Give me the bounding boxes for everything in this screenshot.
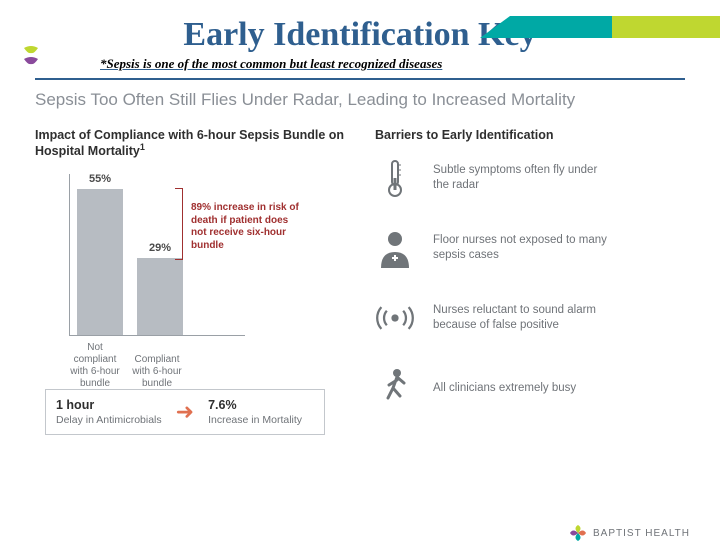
right-heading: Barriers to Early Identification xyxy=(375,128,685,142)
delay-left-value: 1 hour xyxy=(56,398,162,412)
section-title: Sepsis Too Often Still Flies Under Radar… xyxy=(35,90,685,110)
left-column: Impact of Compliance with 6-hour Sepsis … xyxy=(35,128,345,438)
page-subtitle: *Sepsis is one of the most common but le… xyxy=(100,56,442,74)
barrier-text-3: All clinicians extremely busy xyxy=(433,381,576,396)
footer-logo-icon xyxy=(569,524,587,542)
left-heading-sup: 1 xyxy=(140,142,145,152)
left-heading-text: Impact of Compliance with 6-hour Sepsis … xyxy=(35,128,344,158)
footer-logo: BAPTIST HEALTH xyxy=(569,524,690,542)
alarm-icon xyxy=(375,298,415,338)
delay-right-label: Increase in Mortality xyxy=(208,414,302,426)
right-column: Barriers to Early Identification Subtle … xyxy=(375,128,685,438)
barrier-text-2: Nurses reluctant to sound alarm because … xyxy=(433,303,613,333)
bar-0 xyxy=(77,189,123,336)
barrier-text-0: Subtle symptoms often fly under the rada… xyxy=(433,163,613,193)
cat-label-0: Not compliant with 6-hour bundle xyxy=(65,342,125,390)
nurse-icon xyxy=(375,228,415,268)
barrier-item-3: All clinicians extremely busy xyxy=(375,368,685,408)
delay-right-value: 7.6% xyxy=(208,398,302,412)
delay-left-label: Delay in Antimicrobials xyxy=(56,414,162,426)
delay-left: 1 hour Delay in Antimicrobials xyxy=(46,390,172,434)
cat-label-1: Compliant with 6-hour bundle xyxy=(127,354,187,390)
walking-icon xyxy=(375,368,415,408)
delay-right: 7.6% Increase in Mortality xyxy=(198,390,312,434)
callout-bold: 89% increase in risk of death if patient… xyxy=(191,202,299,251)
barrier-item-0: Subtle symptoms often fly under the rada… xyxy=(375,158,685,198)
callout-bracket xyxy=(175,188,183,260)
delay-box: 1 hour Delay in Antimicrobials ➜ 7.6% In… xyxy=(45,389,325,435)
footer-brand-text: BAPTIST HEALTH xyxy=(593,528,690,539)
header-accent xyxy=(480,16,720,38)
barrier-item-2: Nurses reluctant to sound alarm because … xyxy=(375,298,685,338)
bar-label-0: 55% xyxy=(77,173,123,185)
bar-1 xyxy=(137,258,183,335)
left-heading: Impact of Compliance with 6-hour Sepsis … xyxy=(35,128,345,158)
callout-text: 89% increase in risk of death if patient… xyxy=(191,202,301,252)
y-axis xyxy=(69,174,70,336)
delay-arrow-icon: ➜ xyxy=(172,399,198,425)
side-logo-mark xyxy=(22,46,40,68)
thermometer-icon xyxy=(375,158,415,198)
mortality-bar-chart: 55%29% 89% increase in risk of death if … xyxy=(45,174,265,364)
x-axis xyxy=(69,335,245,336)
content-columns: Impact of Compliance with 6-hour Sepsis … xyxy=(0,128,720,438)
barrier-text-1: Floor nurses not exposed to many sepsis … xyxy=(433,233,613,263)
barrier-item-1: Floor nurses not exposed to many sepsis … xyxy=(375,228,685,268)
